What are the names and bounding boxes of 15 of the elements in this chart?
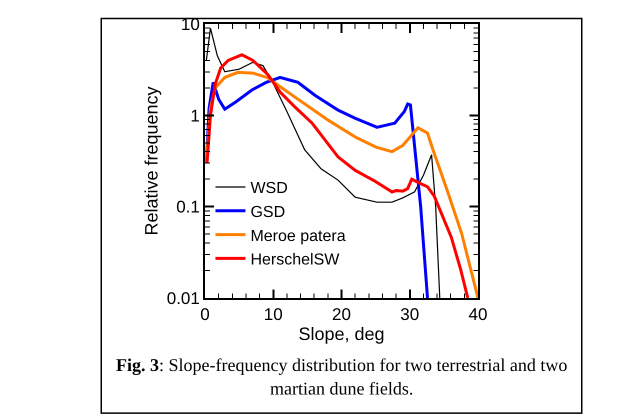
caption: Fig. 3: Slope-frequency distribution for two terrestrial and two martian dune fields. (116, 355, 568, 398)
x-tick-label: 0 (200, 305, 210, 324)
x-tick-label: 10 (264, 305, 283, 324)
legend-label: GSD (250, 204, 286, 222)
legend-label: HerschelSW (250, 252, 340, 269)
y-tick-label: 0.01 (166, 288, 200, 308)
legend-label: WSD (250, 180, 288, 198)
y-tick-label: 1 (190, 106, 200, 126)
y-axis-title: Relative frequency (141, 86, 162, 236)
x-tick-label: 20 (332, 305, 351, 324)
y-tick-label: 0.1 (176, 198, 200, 217)
x-tick-label: 40 (468, 305, 488, 324)
x-tick-label: 30 (400, 305, 420, 324)
x-axis-title: Slope, deg (298, 324, 385, 344)
legend-label: Meroe patera (250, 228, 346, 245)
